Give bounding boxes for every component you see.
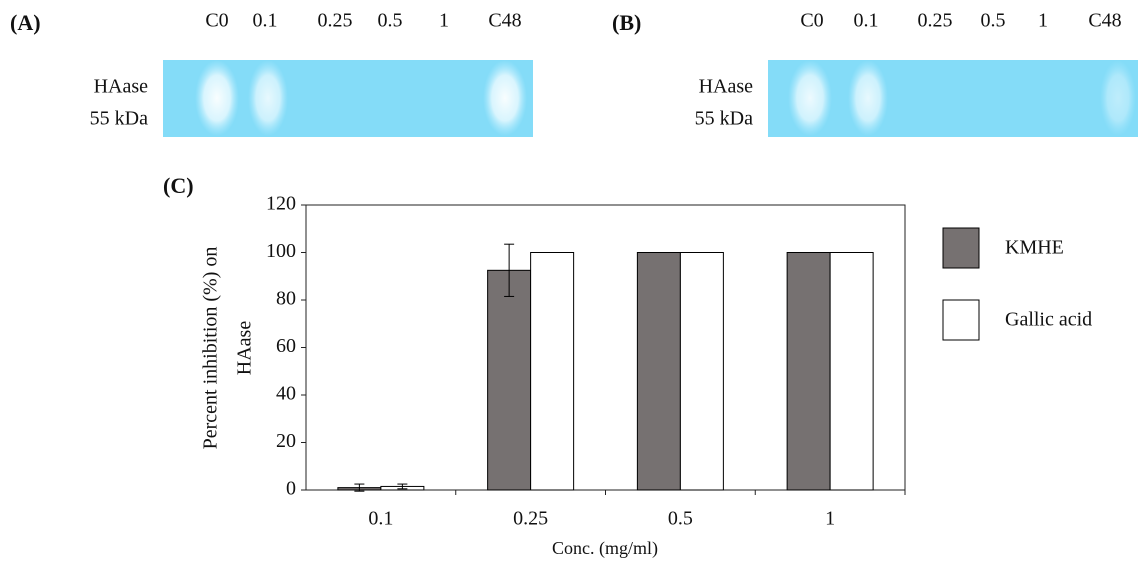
figure: (A) C0 0.1 0.25 0.5 1 C48 HAase 55 kDa (B) C0 0.1 0.… — [0, 0, 1140, 568]
bar — [531, 253, 574, 491]
x-tick-label: 0.5 — [668, 508, 693, 530]
lane-label: 0.1 — [253, 10, 278, 32]
bar — [830, 253, 873, 491]
band-label: HAase — [699, 76, 754, 98]
y-axis-label: HAase — [234, 321, 256, 376]
lane-label: 0.25 — [318, 10, 353, 32]
y-tick-label: 40 — [276, 383, 296, 405]
bar — [488, 270, 531, 490]
y-tick-label: 0 — [286, 478, 296, 500]
lane-label: 0.25 — [918, 10, 953, 32]
legend-swatch — [943, 300, 979, 340]
lane-label: 1 — [1038, 10, 1048, 32]
y-tick-label: 80 — [276, 288, 296, 310]
gel-panels: (A) C0 0.1 0.25 0.5 1 C48 HAase 55 kDa (B) C0 0.1 0.… — [10, 10, 1138, 137]
lane-label: 1 — [439, 10, 449, 32]
gel-band — [483, 60, 527, 136]
gel-band — [1100, 60, 1136, 136]
x-tick-label: 1 — [825, 508, 835, 530]
x-tick-label: 0.25 — [513, 508, 548, 530]
lane-label: 0.1 — [854, 10, 879, 32]
y-tick-label: 100 — [266, 240, 296, 262]
x-axis-label: Conc. (mg/ml) — [552, 538, 658, 559]
band-label: 55 kDa — [695, 108, 753, 130]
y-tick-label: 120 — [266, 193, 296, 215]
legend-label: KMHE — [1005, 237, 1064, 259]
panel-label: (B) — [612, 10, 641, 35]
lane-label: C0 — [800, 10, 823, 32]
bar — [637, 253, 680, 491]
gel-band — [248, 60, 288, 136]
lane-label: C48 — [488, 10, 521, 32]
gel-band — [195, 60, 239, 136]
bar — [787, 253, 830, 491]
y-axis-label: Percent inhibition (%) on — [200, 247, 222, 450]
lane-label: 0.5 — [378, 10, 403, 32]
lane-label: C0 — [205, 10, 228, 32]
panel-label: (C) — [163, 173, 194, 198]
y-tick-label: 60 — [276, 335, 296, 357]
gel-band — [848, 60, 888, 136]
band-label: 55 kDa — [90, 108, 148, 130]
legend-swatch — [943, 228, 979, 268]
x-tick-label: 0.1 — [368, 508, 393, 530]
panel-label: (A) — [10, 10, 41, 35]
lane-label: C48 — [1088, 10, 1121, 32]
legend-label: Gallic acid — [1005, 309, 1092, 331]
y-tick-label: 20 — [276, 430, 296, 452]
gel-band — [788, 60, 832, 136]
lane-label: 0.5 — [981, 10, 1006, 32]
bar — [680, 253, 723, 491]
bar-chart: (C) 0 20 40 60 80 100 120 Percent inhibition (%)… — [163, 173, 1092, 559]
band-label: HAase — [94, 76, 149, 98]
